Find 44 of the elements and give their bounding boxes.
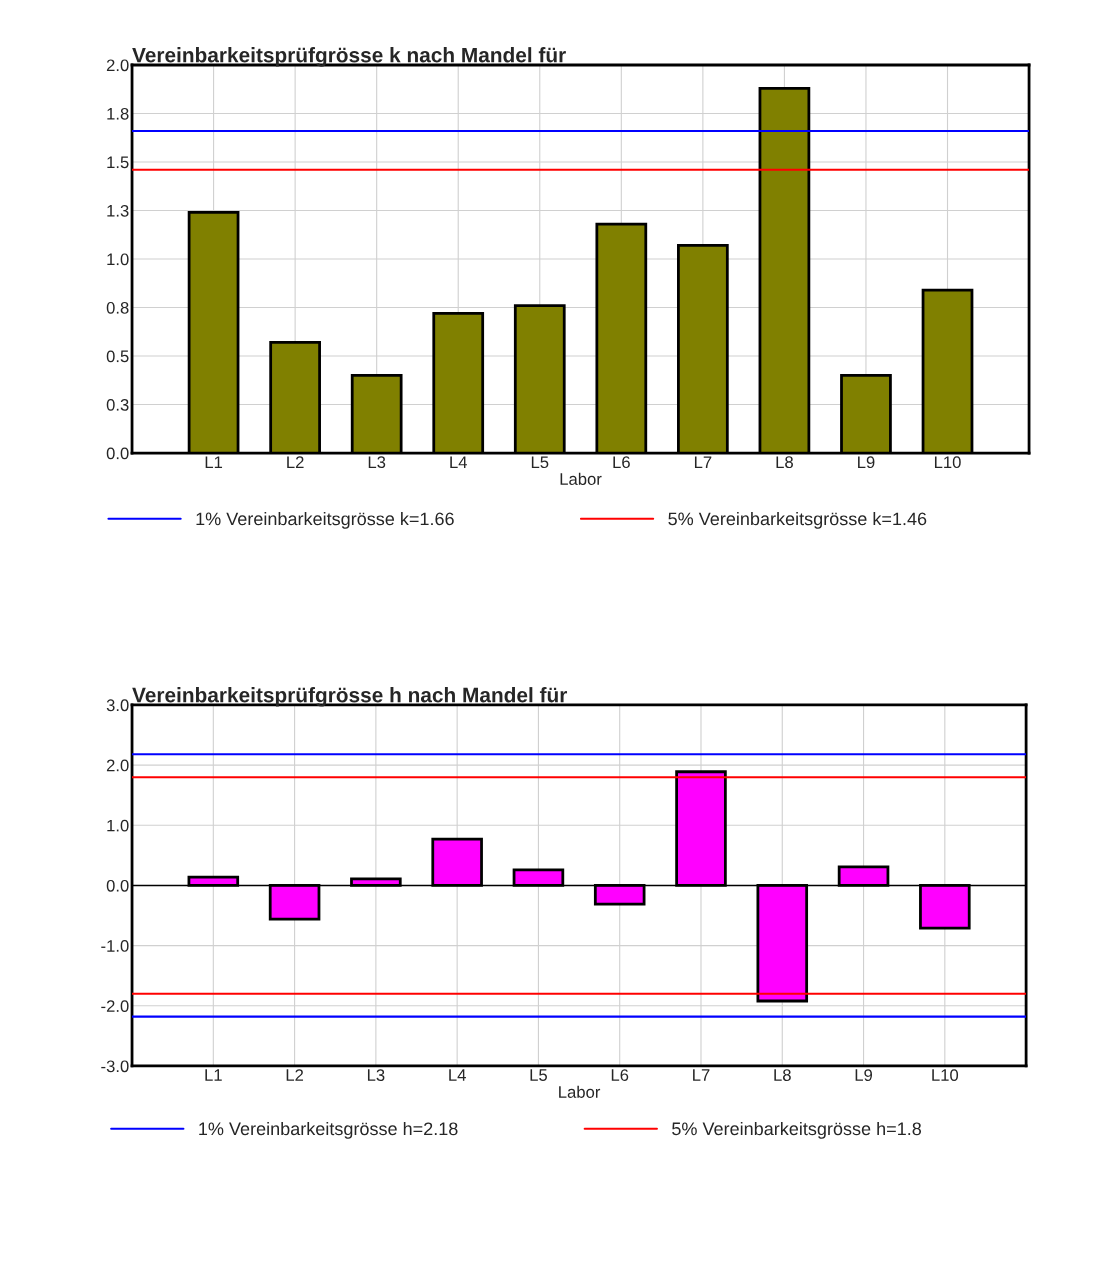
x-tick-label: L8 — [774, 1069, 791, 1081]
x-tick-label: L7 — [694, 456, 712, 468]
y-tick-label: 1.3 — [107, 204, 129, 217]
y-tick-label: 1.5 — [107, 156, 129, 169]
y-tick-label: 0.3 — [106, 398, 129, 411]
x-tick-label: L3 — [367, 1069, 385, 1081]
chart-title: Vereinbarkeitsprüfgrösse h nach Mandel für — [132, 687, 568, 707]
x-tick-label: L4 — [450, 456, 468, 468]
y-tick-label: 0.0 — [106, 879, 129, 892]
x-tick-label: L4 — [449, 1069, 466, 1081]
x-tick-label: L6 — [611, 1069, 629, 1081]
x-tick-label: L2 — [287, 456, 304, 468]
y-tick-label: -2.0 — [101, 1000, 129, 1013]
legend-label: 5% Vereinbarkeitsgrösse h=1.8 — [672, 1121, 922, 1139]
x-tick-label: L1 — [205, 1069, 222, 1081]
x-tick-label: L5 — [531, 456, 549, 469]
y-tick-label: 0.5 — [106, 350, 129, 363]
y-tick-label: 1.8 — [107, 107, 129, 120]
y-tick-label: 2.0 — [106, 59, 129, 72]
x-tick-label: L7 — [693, 1069, 710, 1081]
y-tick-label: 1.0 — [107, 253, 129, 266]
legend-label: 5% Vereinbarkeitsgrösse k=1.46 — [668, 512, 927, 529]
y-tick-label: 2.0 — [106, 759, 129, 772]
legend-label: 1% Vereinbarkeitsgrösse k=1.66 — [196, 512, 454, 529]
y-tick-label: -3.0 — [101, 1060, 129, 1073]
x-tick-label: L6 — [613, 456, 630, 469]
x-tick-label: L10 — [932, 1069, 959, 1081]
y-tick-label: -1.0 — [101, 940, 129, 952]
y-tick-label: 0.0 — [106, 447, 129, 460]
x-tick-label: L10 — [934, 456, 961, 469]
legend-label: 1% Vereinbarkeitsgrösse h=2.18 — [199, 1121, 458, 1139]
x-axis-title: Labor — [560, 472, 602, 485]
y-tick-label: 0.8 — [106, 301, 129, 314]
y-tick-label: 1.0 — [107, 819, 129, 832]
y-tick-label: 3.0 — [106, 699, 129, 712]
x-axis-title: Labor — [559, 1085, 601, 1098]
x-tick-label: L5 — [530, 1069, 547, 1081]
x-tick-label: L9 — [858, 456, 875, 469]
x-tick-label: L2 — [286, 1069, 304, 1081]
x-tick-label: L9 — [855, 1069, 873, 1081]
x-tick-label: L8 — [776, 456, 793, 469]
x-tick-label: L1 — [205, 456, 223, 468]
chart-title: Vereinbarkeitsprüfgrösse k nach Mandel für — [132, 47, 566, 67]
x-tick-label: L3 — [368, 456, 386, 469]
